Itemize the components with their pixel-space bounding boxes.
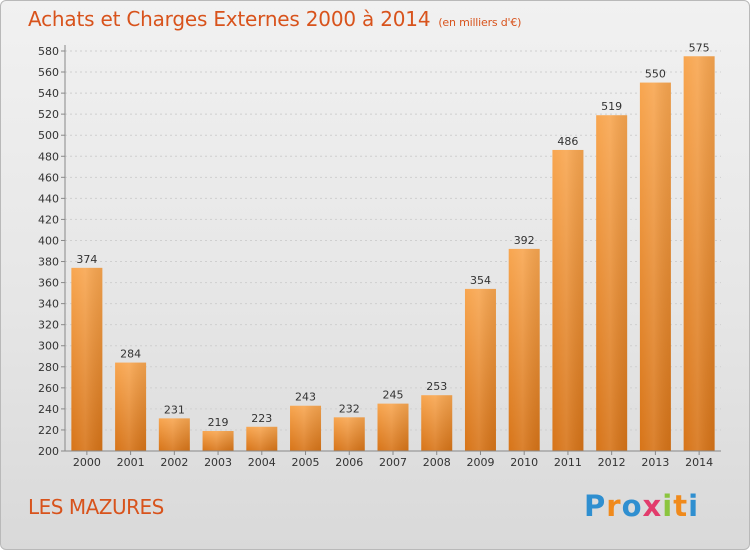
x-tick-label: 2004 xyxy=(248,456,276,469)
y-tick-label: 400 xyxy=(38,234,59,247)
bar-value-label: 486 xyxy=(557,135,578,148)
logo-letter: x xyxy=(642,489,663,523)
y-tick-label: 320 xyxy=(38,319,59,332)
y-tick-label: 460 xyxy=(38,171,59,184)
logo-letter: o xyxy=(621,489,643,523)
logo-letter: t xyxy=(673,489,689,523)
bar-shine xyxy=(333,417,365,451)
bar-value-label: 245 xyxy=(383,389,404,402)
x-tick-label: 2002 xyxy=(160,456,188,469)
bars: 374 284 231 219 223 243 232 245 253 354 392 486 519 5… xyxy=(71,41,715,452)
chart-subtitle: (en milliers d'€) xyxy=(438,16,522,29)
y-tick-label: 540 xyxy=(38,87,59,100)
bar-shine xyxy=(639,82,671,451)
y-tick-label: 440 xyxy=(38,192,59,205)
proxiti-logo: Proxiti xyxy=(584,489,699,523)
x-tick-label: 2009 xyxy=(466,456,494,469)
bar-value-label: 232 xyxy=(339,402,360,415)
y-tick-label: 580 xyxy=(38,45,59,58)
logo-letter: i xyxy=(662,489,674,523)
bar-value-label: 374 xyxy=(76,253,97,266)
bar-shine xyxy=(246,426,278,451)
y-axis: 200 220 240 260 280 300 320 340 360 380 400 420 440 4… xyxy=(38,45,66,458)
bar-value-label: 253 xyxy=(426,380,447,393)
bar-shine xyxy=(158,418,190,451)
x-tick-label: 2011 xyxy=(554,456,582,469)
y-tick-label: 380 xyxy=(38,256,59,269)
chart-title-text: Achats et Charges Externes 2000 à 2014 xyxy=(28,7,431,31)
y-tick-label: 520 xyxy=(38,108,59,121)
bar-value-label: 284 xyxy=(120,348,141,361)
y-tick-label: 200 xyxy=(38,445,59,458)
logo-letter: P xyxy=(584,489,607,523)
x-axis: 2000 2001 2002 2003 2004 2005 2006 2007 2008 2009… xyxy=(65,450,721,469)
x-tick-label: 2007 xyxy=(379,456,407,469)
y-tick-label: 220 xyxy=(38,424,59,437)
bar-value-label: 519 xyxy=(601,100,622,113)
y-tick-label: 300 xyxy=(38,340,59,353)
y-tick-label: 500 xyxy=(38,129,59,142)
bar-value-label: 231 xyxy=(164,403,185,416)
y-tick-label: 340 xyxy=(38,298,59,311)
x-tick-label: 2012 xyxy=(598,456,626,469)
place-name: LES MAZURES xyxy=(28,495,164,519)
y-tick-label: 480 xyxy=(38,150,59,163)
bar-value-label: 575 xyxy=(689,41,710,54)
bar-shine xyxy=(377,403,409,451)
bar-shine xyxy=(596,115,628,452)
bar-shine xyxy=(290,405,322,451)
bar-shine xyxy=(202,431,234,451)
x-tick-label: 2003 xyxy=(204,456,232,469)
x-tick-label: 2005 xyxy=(292,456,320,469)
logo-letter: i xyxy=(688,489,700,523)
x-tick-label: 2001 xyxy=(117,456,145,469)
x-tick-label: 2006 xyxy=(335,456,363,469)
bar-value-label: 219 xyxy=(208,416,229,429)
x-tick-label: 2000 xyxy=(73,456,101,469)
y-tick-label: 260 xyxy=(38,382,59,395)
y-tick-label: 420 xyxy=(38,213,59,226)
x-tick-label: 2014 xyxy=(685,456,713,469)
x-tick-label: 2013 xyxy=(641,456,669,469)
chart-title: Achats et Charges Externes 2000 à 2014 (e… xyxy=(28,7,521,31)
bar-shine xyxy=(552,149,584,451)
bar-value-label: 243 xyxy=(295,391,316,404)
bar-value-label: 354 xyxy=(470,274,491,287)
y-tick-label: 280 xyxy=(38,361,59,374)
bar-shine xyxy=(71,267,103,451)
bar-shine xyxy=(115,362,147,451)
y-tick-label: 360 xyxy=(38,277,59,290)
y-tick-label: 240 xyxy=(38,403,59,416)
y-tick-label: 560 xyxy=(38,66,59,79)
x-tick-label: 2010 xyxy=(510,456,538,469)
bar-value-label: 550 xyxy=(645,68,666,81)
bar-value-label: 392 xyxy=(514,234,535,247)
bar-shine xyxy=(683,56,715,452)
x-tick-label: 2008 xyxy=(423,456,451,469)
bar-shine xyxy=(464,288,496,451)
bar-value-label: 223 xyxy=(251,412,272,425)
bar-shine xyxy=(508,248,540,451)
logo-letter: r xyxy=(606,489,622,523)
bar-shine xyxy=(421,395,453,451)
